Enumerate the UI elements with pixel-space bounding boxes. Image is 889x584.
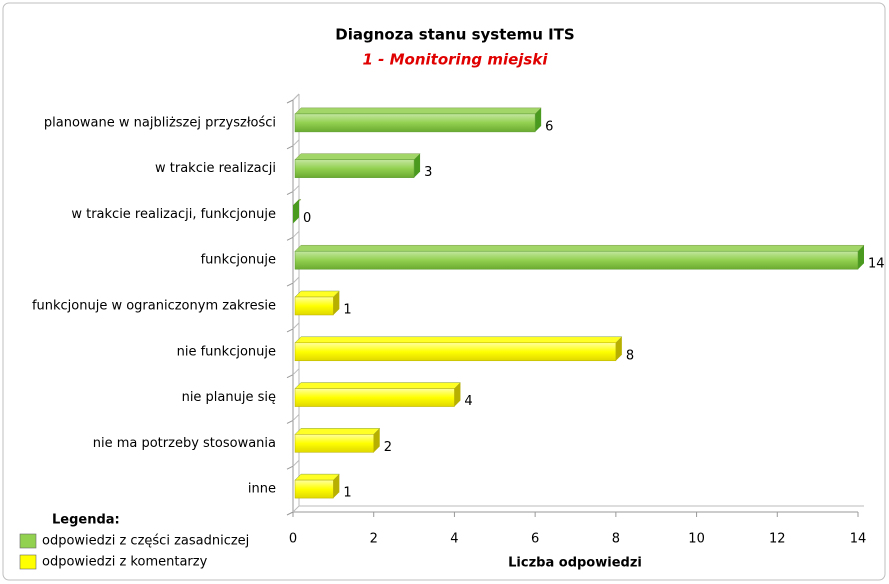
category-tick — [292, 230, 300, 238]
category-tick — [286, 191, 294, 196]
x-tick-label: 4 — [450, 532, 458, 547]
data-label: 8 — [626, 348, 634, 363]
data-label: 6 — [545, 119, 553, 134]
bar-side — [454, 382, 461, 407]
data-label: 4 — [464, 394, 472, 409]
y-tick-label: funkcjonuje w ograniczonym zakresie — [32, 299, 276, 314]
bar-side — [333, 291, 340, 315]
bar — [294, 479, 334, 499]
bar-top — [294, 153, 421, 160]
y-tick-label: nie planuje się — [182, 390, 276, 405]
x-axis-label: Liczba odpowiedzi — [508, 556, 642, 571]
x-tick-label: 2 — [370, 532, 378, 547]
category-tick — [286, 328, 294, 333]
y-tick-label: w trakcie realizacji — [155, 161, 276, 176]
x-tick-label: 0 — [289, 532, 297, 547]
category-tick — [292, 322, 300, 330]
category-tick — [292, 368, 300, 376]
data-label: 2 — [384, 440, 392, 455]
legend-swatch — [19, 554, 37, 570]
bar-top — [294, 336, 623, 344]
data-label: 14 — [868, 257, 885, 272]
category-tick — [286, 465, 294, 470]
bar-top — [294, 290, 340, 298]
bar — [294, 342, 617, 362]
bar — [294, 434, 374, 453]
bar — [294, 159, 415, 178]
bar-top — [294, 107, 542, 115]
legend-title: Legenda: — [52, 513, 120, 528]
category-tick — [292, 505, 300, 513]
x-tick-label: 14 — [850, 532, 867, 547]
data-label: 1 — [343, 303, 351, 318]
category-tick — [286, 99, 294, 104]
bar-side — [293, 199, 299, 224]
x-tick-label: 6 — [531, 532, 539, 547]
bar-side — [535, 107, 542, 132]
data-label: 3 — [424, 165, 432, 180]
y-tick-label: nie funkcjonuje — [177, 344, 276, 359]
bar — [294, 113, 536, 133]
bar — [294, 250, 859, 270]
bar-top — [294, 244, 865, 252]
category-tick — [292, 93, 300, 101]
category-tick — [292, 459, 300, 467]
y-tick-label: nie ma potrzeby stosowania — [93, 436, 276, 451]
bar-top — [294, 382, 462, 389]
category-tick — [292, 276, 300, 284]
legend-swatch — [19, 533, 37, 549]
y-tick-label: funkcjonuje — [201, 253, 276, 268]
bar — [294, 388, 455, 407]
category-tick — [286, 145, 294, 150]
category-tick — [286, 419, 294, 424]
category-tick — [286, 282, 294, 287]
bar-top — [294, 473, 340, 481]
y-tick-label: planowane w najbliższej przyszłości — [44, 115, 276, 130]
bar-side — [333, 474, 340, 499]
x-tick-label: 10 — [688, 532, 705, 547]
legend-label: odpowiedzi z komentarzy — [42, 555, 208, 570]
chart-title: Diagnoza stanu systemu ITS — [335, 26, 574, 44]
category-tick — [286, 236, 294, 241]
data-label: 0 — [303, 211, 311, 226]
category-tick — [286, 374, 294, 379]
y-tick-label: inne — [248, 482, 276, 497]
bar-side — [858, 245, 864, 270]
category-tick — [292, 414, 300, 421]
legend-label: odpowiedzi z części zasadniczej — [42, 534, 249, 549]
data-label: 1 — [343, 486, 351, 501]
bar — [294, 296, 334, 316]
category-tick — [292, 139, 300, 147]
category-tick — [292, 185, 300, 192]
chart-subtitle: 1 - Monitoring miejski — [363, 51, 549, 69]
bar-side — [414, 153, 421, 178]
bar-top — [294, 428, 381, 435]
x-tick-label: 8 — [612, 532, 620, 547]
x-tick-label: 12 — [769, 532, 786, 547]
category-tick — [286, 511, 294, 516]
bar-side — [373, 428, 380, 453]
bar-side — [615, 336, 622, 361]
y-tick-label: w trakcie realizacji, funkcjonuje — [71, 207, 276, 222]
